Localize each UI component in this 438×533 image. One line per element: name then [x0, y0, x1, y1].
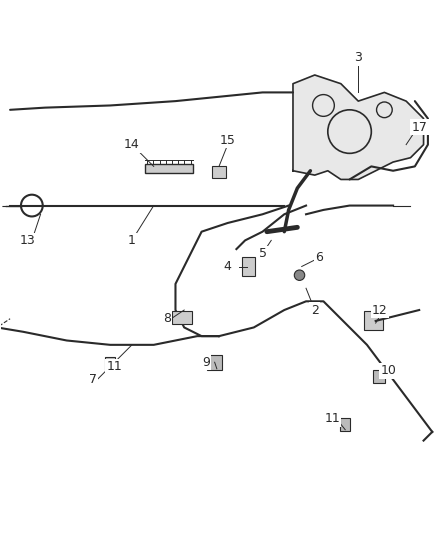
Text: 17: 17 [411, 121, 427, 134]
Text: 7: 7 [89, 373, 97, 386]
Text: 14: 14 [124, 138, 140, 151]
Polygon shape [293, 75, 424, 180]
FancyBboxPatch shape [364, 311, 383, 330]
FancyBboxPatch shape [105, 357, 115, 370]
FancyBboxPatch shape [212, 166, 226, 178]
Text: 13: 13 [20, 234, 35, 247]
FancyBboxPatch shape [242, 257, 254, 276]
Text: 3: 3 [354, 51, 362, 64]
Text: 8: 8 [163, 312, 171, 325]
FancyBboxPatch shape [207, 355, 222, 370]
Text: 11: 11 [107, 360, 123, 373]
Text: 11: 11 [324, 413, 340, 425]
Text: 1: 1 [128, 234, 136, 247]
Text: 2: 2 [311, 303, 319, 317]
Text: 5: 5 [258, 247, 266, 260]
Text: 12: 12 [372, 303, 388, 317]
Text: 9: 9 [202, 356, 210, 369]
FancyBboxPatch shape [173, 311, 191, 324]
Text: 15: 15 [220, 134, 236, 147]
Text: 6: 6 [315, 251, 323, 264]
FancyBboxPatch shape [340, 418, 350, 431]
FancyBboxPatch shape [373, 370, 385, 383]
Text: 4: 4 [224, 260, 232, 273]
Circle shape [294, 270, 305, 280]
Text: 10: 10 [381, 365, 397, 377]
Polygon shape [145, 164, 193, 173]
